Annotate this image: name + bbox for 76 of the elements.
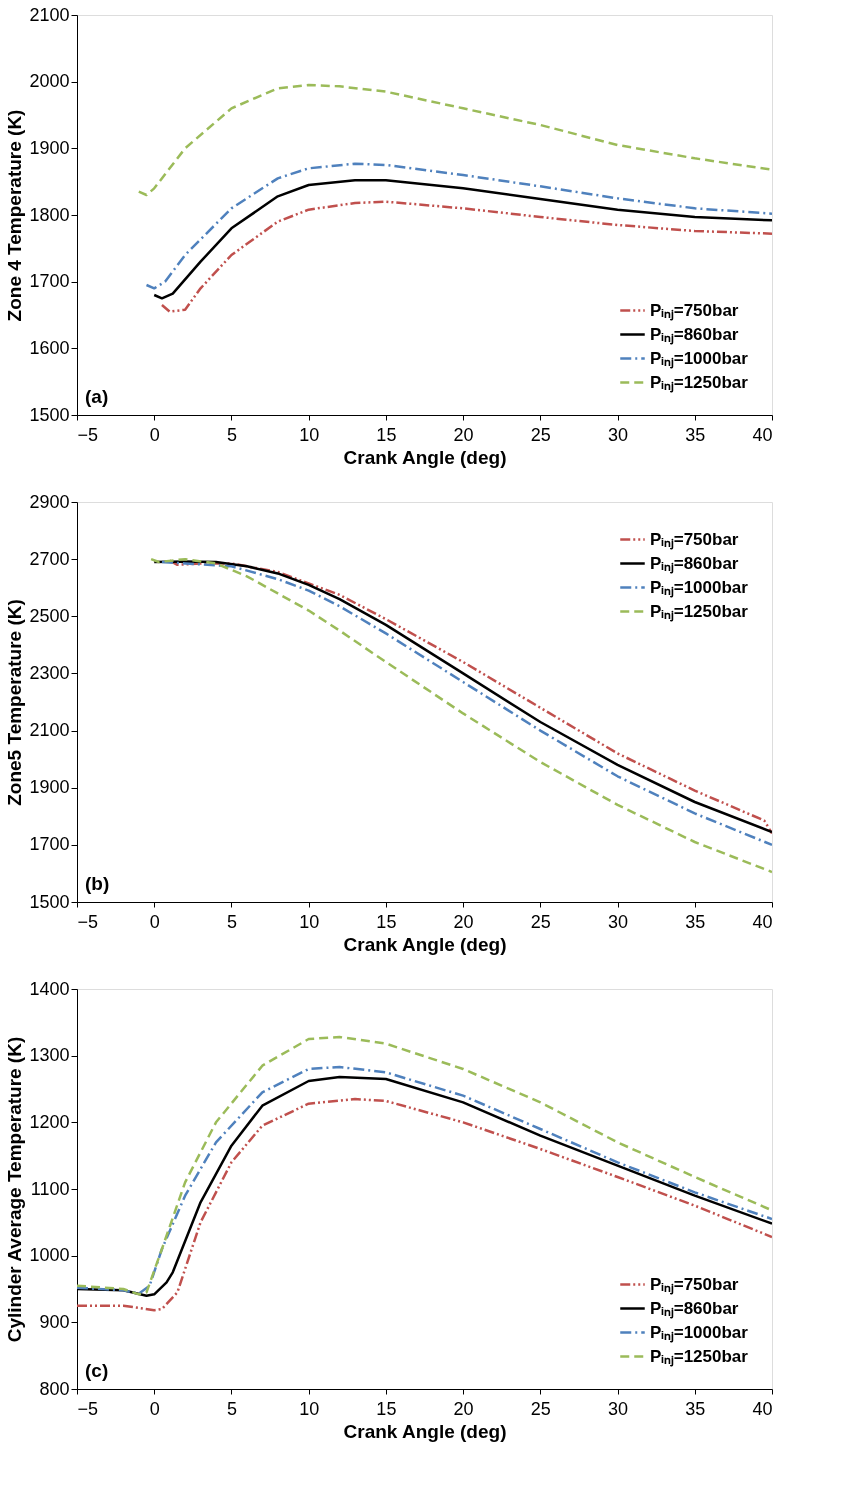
legend-label: Pᵢₙⱼ=1000bar bbox=[650, 348, 749, 369]
legend-label: Pᵢₙⱼ=750bar bbox=[650, 1274, 739, 1295]
x-tick-label: 40 bbox=[752, 1398, 773, 1419]
y-axis-title: Zone5 Temperature (K) bbox=[4, 599, 26, 806]
x-tick-label: 0 bbox=[149, 424, 160, 445]
x-tick-label: 30 bbox=[608, 911, 629, 932]
x-tick-label: 10 bbox=[299, 424, 320, 445]
x-tick-label: 15 bbox=[376, 1398, 397, 1419]
y-tick-label: 1000 bbox=[29, 1245, 70, 1266]
x-tick-label: 20 bbox=[453, 1398, 474, 1419]
legend-label: Pᵢₙⱼ=1250bar bbox=[650, 372, 749, 393]
legend-label: Pᵢₙⱼ=860bar bbox=[650, 553, 739, 574]
y-tick-label: 1900 bbox=[29, 137, 70, 158]
annotation: (a) bbox=[85, 386, 109, 407]
x-tick-label: 30 bbox=[608, 1398, 629, 1419]
annotation: (c) bbox=[85, 1360, 109, 1381]
y-tick-label: 1200 bbox=[29, 1111, 70, 1132]
y-tick-label: 2100 bbox=[29, 720, 70, 741]
x-tick-label: 40 bbox=[752, 911, 773, 932]
legend-label: Pᵢₙⱼ=1250bar bbox=[650, 601, 749, 622]
x-tick-label: 5 bbox=[226, 1398, 237, 1419]
y-tick-label: 1700 bbox=[29, 834, 70, 855]
legend-label: Pᵢₙⱼ=860bar bbox=[650, 324, 739, 345]
y-tick-label: 900 bbox=[39, 1311, 70, 1332]
y-tick-label: 1600 bbox=[29, 337, 70, 358]
legend-label: Pᵢₙⱼ=860bar bbox=[650, 1298, 739, 1319]
x-tick-label: 35 bbox=[685, 1398, 706, 1419]
x-tick-label: −5 bbox=[77, 1398, 99, 1419]
line-series bbox=[137, 83, 772, 197]
x-tick-label: 15 bbox=[376, 911, 397, 932]
x-tick-label: 25 bbox=[530, 424, 551, 445]
x-tick-label: 40 bbox=[752, 424, 773, 445]
y-tick-label: 2700 bbox=[29, 548, 70, 569]
x-tick-label: 20 bbox=[453, 911, 474, 932]
y-tick-label: 1800 bbox=[29, 204, 70, 225]
x-axis-title: Crank Angle (deg) bbox=[343, 1420, 507, 1442]
legend-label: Pᵢₙⱼ=750bar bbox=[650, 300, 739, 321]
x-tick-label: 30 bbox=[608, 424, 629, 445]
x-tick-label: 35 bbox=[685, 424, 706, 445]
y-tick-label: 2100 bbox=[29, 4, 70, 25]
x-tick-label: 5 bbox=[226, 424, 237, 445]
x-tick-label: 20 bbox=[453, 424, 474, 445]
y-tick-label: 1500 bbox=[29, 891, 70, 912]
x-tick-label: 0 bbox=[149, 1398, 160, 1419]
x-axis-title: Crank Angle (deg) bbox=[343, 933, 507, 955]
y-tick-label: 800 bbox=[39, 1378, 70, 1399]
legend-label: Pᵢₙⱼ=1250bar bbox=[650, 1346, 749, 1367]
line-series bbox=[145, 162, 772, 290]
x-tick-label: 10 bbox=[299, 1398, 320, 1419]
y-tick-label: 1100 bbox=[30, 1178, 70, 1199]
x-tick-label: 25 bbox=[530, 911, 551, 932]
x-tick-label: 0 bbox=[149, 911, 160, 932]
legend-label: Pᵢₙⱼ=1000bar bbox=[650, 1322, 749, 1343]
line-series bbox=[152, 179, 772, 300]
y-tick-label: 2300 bbox=[29, 662, 70, 683]
legend-label: Pᵢₙⱼ=750bar bbox=[650, 529, 739, 550]
y-tick-label: 1900 bbox=[29, 777, 70, 798]
y-tick-label: 1700 bbox=[29, 271, 70, 292]
y-tick-label: 2000 bbox=[29, 71, 70, 92]
annotation: (b) bbox=[85, 873, 110, 894]
x-tick-label: 25 bbox=[530, 1398, 551, 1419]
x-tick-label: 5 bbox=[226, 911, 237, 932]
x-tick-label: 15 bbox=[376, 424, 397, 445]
y-tick-label: 1500 bbox=[29, 404, 70, 425]
y-tick-label: 2500 bbox=[29, 605, 70, 626]
x-axis-title: Crank Angle (deg) bbox=[343, 446, 507, 468]
y-tick-label: 2900 bbox=[29, 491, 70, 512]
legend-label: Pᵢₙⱼ=1000bar bbox=[650, 577, 749, 598]
y-tick-label: 1300 bbox=[29, 1045, 70, 1066]
x-tick-label: −5 bbox=[77, 424, 99, 445]
y-tick-label: 1400 bbox=[29, 978, 70, 999]
y-axis-title: Cylinder Average Temperature (K) bbox=[4, 1036, 26, 1343]
x-tick-label: −5 bbox=[77, 911, 99, 932]
x-tick-label: 35 bbox=[685, 911, 706, 932]
x-tick-label: 10 bbox=[299, 911, 320, 932]
y-axis-title: Zone 4 Temperature (K) bbox=[4, 109, 26, 322]
